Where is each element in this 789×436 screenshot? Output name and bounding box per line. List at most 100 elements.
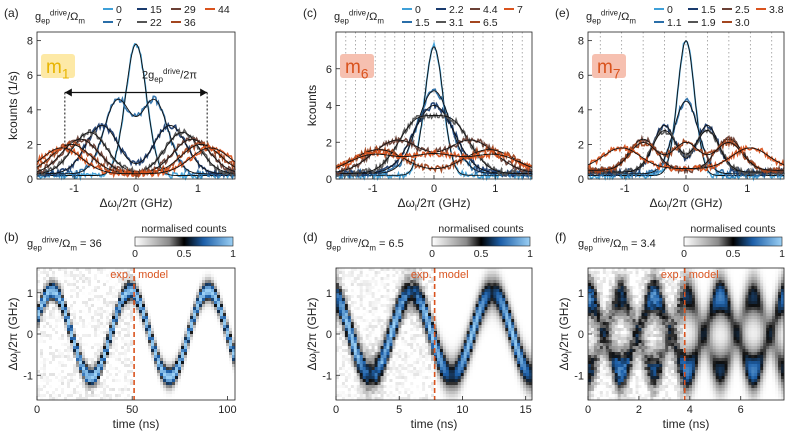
heatmap-cell <box>73 268 77 272</box>
heatmap-cell <box>193 349 197 353</box>
heatmap-cell <box>136 394 140 398</box>
drive-strength-label: gepdrive/Ωm = 36 <box>27 235 102 252</box>
heatmap-cell <box>347 304 352 308</box>
heatmap-cell <box>226 325 230 329</box>
heatmap-cell <box>338 301 343 305</box>
heatmap-cell <box>112 364 116 368</box>
heatmap-cell <box>184 343 188 347</box>
legend-entry: 7 <box>116 17 122 29</box>
heatmap-cell <box>208 286 212 290</box>
heatmap-cell <box>175 382 179 386</box>
heatmap-cell <box>100 292 104 296</box>
heatmap-cell <box>356 391 361 395</box>
heatmap-cell <box>121 364 125 368</box>
heatmap-cell <box>425 394 429 398</box>
heatmap-cell <box>425 274 429 278</box>
heatmap-cell <box>82 274 86 278</box>
heatmap-cell <box>124 370 128 374</box>
heatmap-cell <box>166 382 170 386</box>
heatmap-cell <box>383 331 387 335</box>
heatmap-cell <box>428 394 432 398</box>
heatmap-cell <box>172 310 176 314</box>
heatmap-cell <box>139 280 143 284</box>
heatmap-cell <box>172 292 176 296</box>
heatmap-cell <box>163 280 167 284</box>
heatmap-cell <box>151 358 155 362</box>
heatmap-cell <box>196 277 200 281</box>
heatmap-cell <box>136 301 140 305</box>
heatmap-cell <box>220 367 224 371</box>
heatmap-cell <box>166 346 170 350</box>
heatmap-cell <box>401 325 405 329</box>
heatmap-cell <box>127 358 131 362</box>
heatmap-cell <box>172 322 176 326</box>
heatmap-cell <box>178 382 182 386</box>
heatmap-cell <box>341 310 346 314</box>
heatmap-cell <box>40 301 44 305</box>
heatmap-cell <box>181 346 185 350</box>
heatmap-cell <box>407 298 411 302</box>
heatmap-cell <box>142 382 146 386</box>
label-part: Δω <box>100 196 117 210</box>
heatmap-cell <box>91 367 95 371</box>
heatmap-cell <box>232 283 236 287</box>
heatmap-cell <box>383 361 387 365</box>
heatmap-cell <box>184 310 188 314</box>
heatmap-cell <box>413 316 417 320</box>
heatmap-cell <box>436 268 441 272</box>
heatmap-cell <box>404 310 408 314</box>
heatmap-cell <box>46 334 50 338</box>
heatmap-cell <box>214 280 218 284</box>
heatmap-cell <box>347 280 352 284</box>
heatmap-cell <box>70 304 74 308</box>
heatmap-cell <box>214 301 218 305</box>
heatmap-cell <box>395 397 399 401</box>
panel-label: (e) <box>555 6 570 20</box>
heatmap-cell <box>220 325 224 329</box>
heatmap-cell <box>91 277 95 281</box>
heatmap-cell <box>356 397 361 401</box>
heatmap-cell <box>37 271 41 275</box>
heatmap-cell <box>374 370 378 374</box>
heatmap-cell <box>91 379 95 383</box>
heatmap-cell <box>386 364 390 368</box>
heatmap-cell <box>425 385 429 389</box>
heatmap-cell <box>142 391 146 395</box>
heatmap-cell <box>223 364 227 368</box>
heatmap-cell <box>439 355 444 359</box>
heatmap-cell <box>166 310 170 314</box>
heatmap-cell <box>37 316 41 320</box>
heatmap-cell <box>232 352 236 356</box>
heatmap-cell <box>154 349 158 353</box>
heatmap-cell <box>70 367 74 371</box>
legend-entry: 15 <box>150 4 162 16</box>
heatmap-cell <box>136 340 140 344</box>
heatmap-cell <box>386 268 390 272</box>
heatmap-cell <box>124 271 128 275</box>
heatmap-cell <box>368 376 373 380</box>
heatmap-cell <box>64 304 68 308</box>
heatmap-cell <box>457 346 462 350</box>
heatmap-cell <box>395 283 399 287</box>
legend-entry: 36 <box>184 17 196 29</box>
heatmap-cell <box>428 304 432 308</box>
heatmap-cell <box>205 355 209 359</box>
heatmap-cell <box>88 292 92 296</box>
heatmap-cell <box>73 289 77 293</box>
heatmap-cell <box>199 394 203 398</box>
heatmap-cell <box>386 280 390 284</box>
heatmap-cell <box>404 385 408 389</box>
heatmap-cell <box>106 364 110 368</box>
heatmap-cell <box>151 388 155 392</box>
heatmap-cell <box>220 319 224 323</box>
heatmap-cell <box>130 283 134 287</box>
heatmap-cell <box>413 376 417 380</box>
heatmap-cell <box>199 286 203 290</box>
heatmap-cell <box>338 334 343 338</box>
heatmap-cell <box>445 343 450 347</box>
series-1_9-fit <box>588 130 784 173</box>
heatmap-cell <box>61 361 65 365</box>
heatmap-cell <box>157 328 161 332</box>
heatmap-cell <box>208 331 212 335</box>
heatmap-cell <box>428 364 432 368</box>
